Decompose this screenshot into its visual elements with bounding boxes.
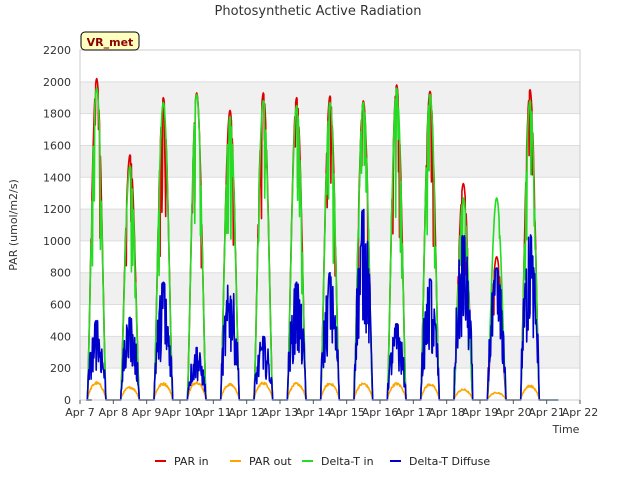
x-tick-label: Apr 10 xyxy=(162,406,199,419)
x-tick-label: Apr 12 xyxy=(228,406,265,419)
y-axis-label: PAR (umol/m2/s) xyxy=(7,179,20,271)
legend-entry: Delta-T in xyxy=(321,455,374,468)
x-axis-label: Time xyxy=(552,423,580,436)
y-axis-ticks: 0 200 400 600 800 1000 1200 1400 1600 1800 2000 220… xyxy=(43,44,71,407)
x-tick-label: Apr 18 xyxy=(428,406,465,419)
x-tick-label: Apr 19 xyxy=(462,406,499,419)
y-tick-label: 800 xyxy=(50,267,71,280)
x-tick-label: Apr 15 xyxy=(328,406,365,419)
chart-title: Photosynthetic Active Radiation xyxy=(215,4,422,19)
x-tick-label: Apr 22 xyxy=(562,406,599,419)
y-tick-label: 400 xyxy=(50,330,71,343)
site-badge-box xyxy=(80,31,140,51)
y-tick-label: 1000 xyxy=(43,235,71,248)
y-tick-label: 0 xyxy=(64,394,71,407)
y-tick-label: 600 xyxy=(50,299,71,312)
legend-entry: PAR out xyxy=(249,455,292,468)
legend-entry: PAR in xyxy=(174,455,209,468)
x-tick-label: Apr 20 xyxy=(495,406,532,419)
x-tick-label: Apr 17 xyxy=(395,406,432,419)
x-tick-label: Apr 11 xyxy=(195,406,232,419)
x-tick-label: Apr 14 xyxy=(295,406,332,419)
x-tick-label: Apr 13 xyxy=(262,406,299,419)
background-band xyxy=(80,209,580,241)
site-badge: VR_met xyxy=(80,31,140,51)
x-tick-label: Apr 21 xyxy=(528,406,565,419)
y-tick-label: 2000 xyxy=(43,76,71,89)
x-tick-label: Apr 16 xyxy=(362,406,399,419)
y-tick-label: 1600 xyxy=(43,139,71,152)
y-tick-label: 2200 xyxy=(43,44,71,57)
y-tick-label: 200 xyxy=(50,362,71,375)
y-tick-label: 1800 xyxy=(43,108,71,121)
x-tick-label: Apr 9 xyxy=(132,406,162,419)
plot-frame xyxy=(79,49,581,401)
legend: PAR in PAR out Delta-T in Delta-T Diffuse xyxy=(155,455,490,468)
x-tick-label: Apr 7 xyxy=(65,406,95,419)
x-tick-label: Apr 8 xyxy=(99,406,129,419)
legend-entry: Delta-T Diffuse xyxy=(409,455,490,468)
y-tick-label: 1200 xyxy=(43,203,71,216)
background-band xyxy=(80,336,580,369)
y-tick-label: 1400 xyxy=(43,171,71,184)
site-badge-label: VR_met xyxy=(87,36,134,49)
